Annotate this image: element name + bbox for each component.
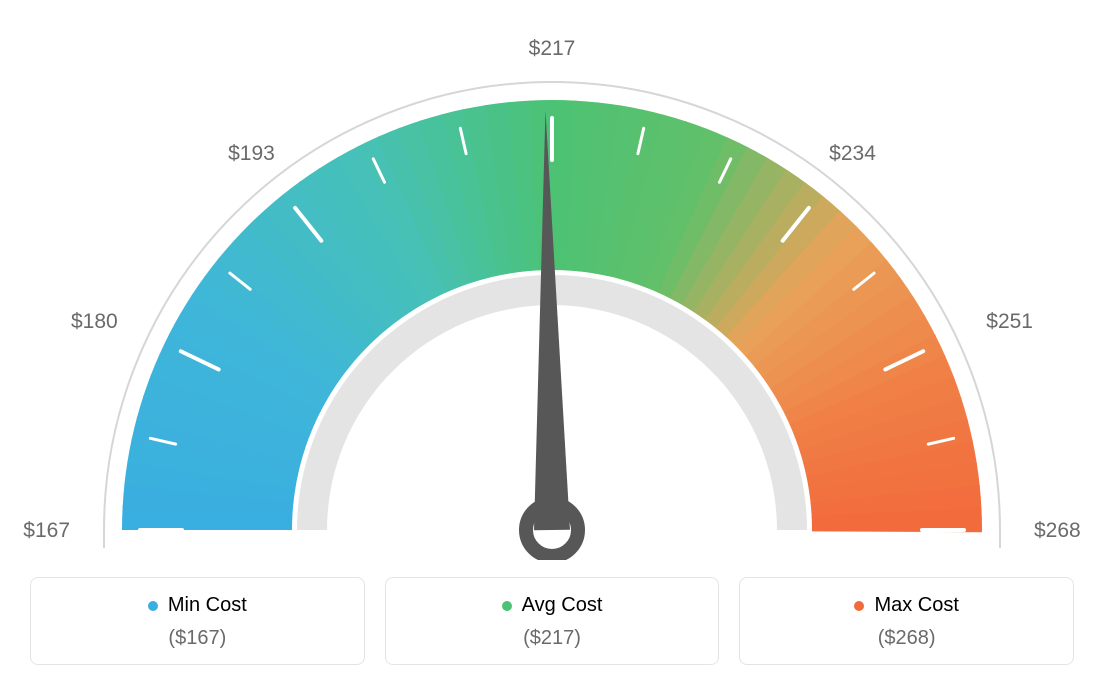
dot-icon [502,601,512,611]
legend-min-title: Min Cost [168,594,247,617]
legend-avg-title: Avg Cost [522,594,603,617]
legend-avg-value: ($217) [396,627,709,650]
gauge: $167 $180 $193 $217 $234 $251 $268 [0,0,1104,560]
svg-text:$167: $167 [23,519,70,542]
legend-max-title: Max Cost [874,594,958,617]
legend-avg-title-row: Avg Cost [502,594,603,617]
legend-min-title-row: Min Cost [148,594,247,617]
dot-icon [148,601,158,611]
legend-max-title-row: Max Cost [854,594,958,617]
legend-card-min: Min Cost ($167) [30,577,365,665]
svg-text:$251: $251 [986,310,1033,333]
svg-text:$193: $193 [228,142,275,165]
svg-text:$217: $217 [529,37,576,60]
svg-text:$234: $234 [829,142,876,165]
legend-min-value: ($167) [41,627,354,650]
legend-card-max: Max Cost ($268) [739,577,1074,665]
legend-row: Min Cost ($167) Avg Cost ($217) Max Cost… [30,577,1074,665]
svg-text:$268: $268 [1034,519,1081,542]
legend-card-avg: Avg Cost ($217) [385,577,720,665]
svg-text:$180: $180 [71,310,118,333]
legend-max-value: ($268) [750,627,1063,650]
dot-icon [854,601,864,611]
chart-container: $167 $180 $193 $217 $234 $251 $268 Min Cost ($… [0,0,1104,690]
